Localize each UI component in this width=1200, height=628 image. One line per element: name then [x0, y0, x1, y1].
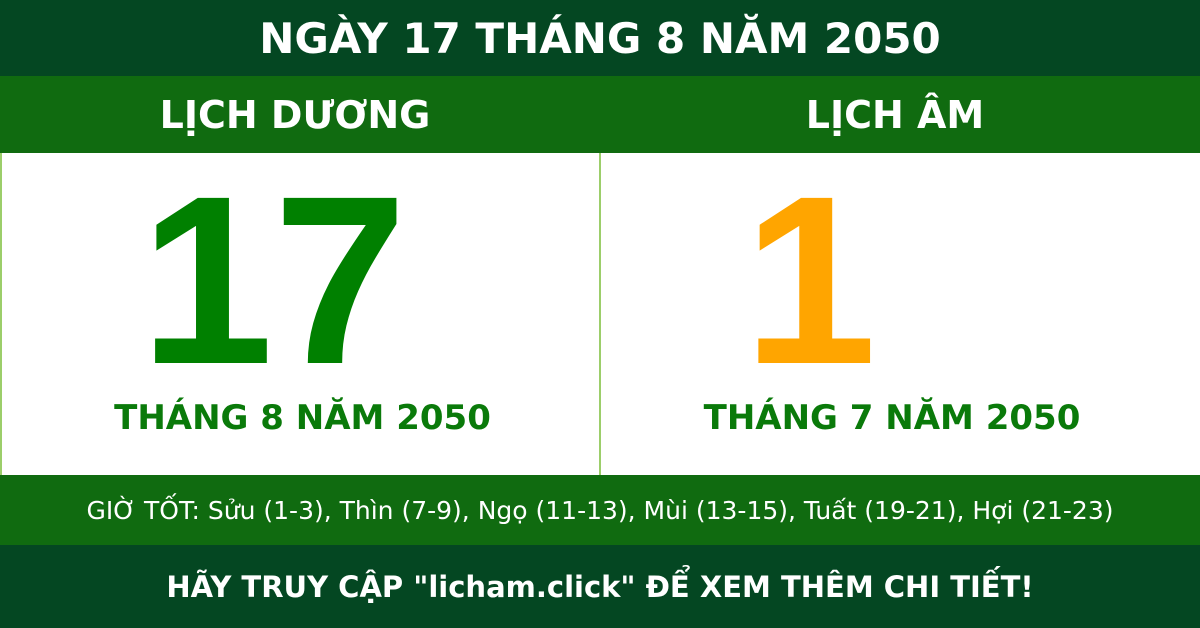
- solar-day: 17: [140, 146, 407, 414]
- lunar-month-year: THÁNG 7 NĂM 2050: [703, 398, 1081, 438]
- footer-cta: HÃY TRUY CẬP "licham.click" ĐỂ XEM THÊM …: [0, 545, 1200, 628]
- solar-calendar-label: LỊCH DƯƠNG: [159, 92, 431, 137]
- lunar-day: 1: [743, 146, 877, 414]
- column-divider: [599, 153, 601, 475]
- calendar-headers: LỊCH DƯƠNG LỊCH ÂM: [0, 76, 1200, 153]
- page-title: NGÀY 17 THÁNG 8 NĂM 2050: [0, 0, 1200, 76]
- solar-month-year: THÁNG 8 NĂM 2050: [114, 398, 491, 438]
- lunar-calendar-label: LỊCH ÂM: [805, 92, 985, 137]
- good-hours: GIỜ TỐT: Sửu (1-3), Thìn (7-9), Ngọ (11-…: [0, 475, 1200, 545]
